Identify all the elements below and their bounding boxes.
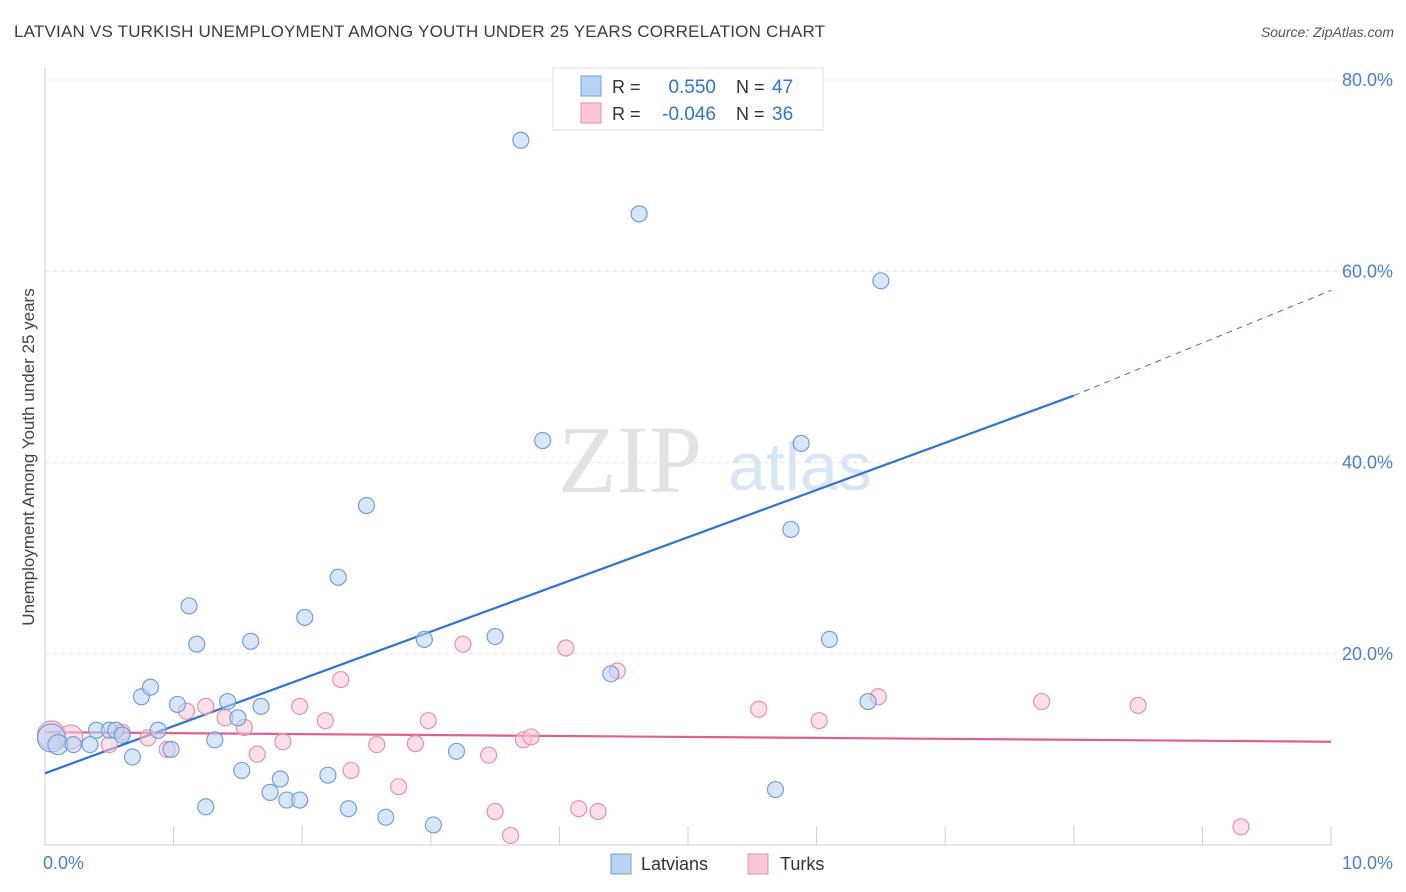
latvians-point bbox=[242, 632, 260, 650]
legend-turks-swatch bbox=[747, 853, 769, 875]
latvians-point bbox=[229, 709, 247, 727]
legend-turks-label: Turks bbox=[780, 854, 824, 874]
latvians-point bbox=[534, 431, 552, 450]
latvians-point bbox=[486, 627, 504, 646]
stats-legend: R = 0.550 N = 47 R = -0.046 N = 36 bbox=[552, 67, 824, 131]
y-tick-label: 40.0% bbox=[1342, 453, 1393, 473]
latvians-point bbox=[602, 665, 620, 683]
latvians-point bbox=[447, 742, 466, 760]
latvians-point bbox=[149, 721, 167, 739]
y-tick-label: 60.0% bbox=[1342, 261, 1393, 281]
latvians-point bbox=[377, 808, 395, 826]
series-legend: Latvians Turks bbox=[610, 853, 824, 875]
turks-trend-line bbox=[44, 731, 1332, 743]
x-tick-label: 0.0% bbox=[43, 853, 84, 873]
latvians-point bbox=[261, 783, 279, 802]
latvians-point bbox=[415, 630, 433, 649]
turks-point bbox=[342, 761, 360, 780]
latvians-point bbox=[329, 568, 347, 586]
latvians-r-label: R = bbox=[612, 77, 641, 97]
latvians-point bbox=[168, 695, 187, 714]
turks-r-value: -0.046 bbox=[662, 104, 716, 125]
tick-labels: 20.0% 40.0% 60.0% 80.0% 0.0% 10.0% bbox=[43, 70, 1393, 873]
y-tick-label: 80.0% bbox=[1342, 70, 1393, 90]
turks-point bbox=[291, 697, 309, 715]
latvians-point bbox=[252, 697, 270, 715]
turks-point bbox=[419, 712, 437, 730]
latvians-point bbox=[291, 791, 309, 809]
gridlines bbox=[45, 79, 1392, 655]
turks-point bbox=[390, 778, 408, 796]
chart-title: LATVIAN VS TURKISH UNEMPLOYMENT AMONG YO… bbox=[14, 22, 826, 41]
latvians-swatch bbox=[580, 75, 602, 97]
turks-point bbox=[406, 735, 424, 753]
latvians-point bbox=[81, 735, 99, 754]
latvians-n-label: N = bbox=[736, 77, 765, 97]
turks-point bbox=[522, 728, 540, 746]
latvians-point bbox=[339, 800, 358, 818]
latvians-point bbox=[219, 692, 237, 711]
latvians-point bbox=[872, 272, 890, 290]
turks-point bbox=[1129, 696, 1147, 714]
latvians-n-value: 47 bbox=[772, 77, 793, 98]
turks-point bbox=[480, 746, 498, 764]
latvians-point bbox=[820, 630, 839, 649]
turks-point bbox=[1232, 818, 1250, 836]
latvians-point bbox=[319, 766, 337, 784]
turks-point bbox=[274, 733, 292, 751]
turks-r-label: R = bbox=[612, 104, 641, 124]
turks-n-value: 36 bbox=[772, 104, 793, 125]
latvians-point bbox=[141, 678, 160, 696]
latvians-point bbox=[296, 608, 314, 627]
y-axis-label: Unemployment Among Youth under 25 years bbox=[19, 288, 38, 625]
latvians-point bbox=[357, 496, 376, 515]
turks-point bbox=[589, 802, 607, 821]
data-points bbox=[36, 131, 1250, 845]
latvians-point bbox=[64, 735, 82, 754]
turks-point bbox=[557, 639, 575, 657]
turks-point bbox=[750, 700, 768, 718]
trend-lines bbox=[44, 289, 1332, 775]
watermark-zip: ZIP bbox=[558, 406, 702, 513]
latvians-point bbox=[180, 597, 198, 615]
turks-point bbox=[501, 826, 520, 845]
latvians-point bbox=[123, 748, 142, 766]
y-tick-label: 20.0% bbox=[1342, 644, 1393, 664]
latvians-point bbox=[113, 726, 131, 744]
turks-point bbox=[570, 800, 588, 818]
latvians-point bbox=[197, 798, 215, 816]
x-tick-label: 10.0% bbox=[1342, 853, 1393, 873]
axes bbox=[44, 68, 1332, 846]
latvians-point bbox=[766, 780, 785, 799]
turks-point bbox=[486, 802, 504, 821]
latvians-point bbox=[162, 740, 180, 758]
source-credit: Source: ZipAtlas.com bbox=[1260, 24, 1394, 40]
latvians-point bbox=[782, 520, 800, 539]
latvians-point bbox=[206, 731, 224, 749]
latvians-point bbox=[630, 205, 648, 223]
legend-latvians-swatch bbox=[610, 853, 632, 875]
legend-latvians-label: Latvians bbox=[641, 854, 708, 874]
latvians-r-value: 0.550 bbox=[668, 77, 716, 98]
turks-point bbox=[248, 745, 266, 763]
turks-point bbox=[316, 712, 334, 730]
latvians-point bbox=[424, 816, 442, 834]
latvians-trend-line bbox=[44, 394, 1075, 775]
turks-point bbox=[810, 712, 828, 730]
turks-point bbox=[454, 635, 472, 653]
latvians-point bbox=[188, 635, 206, 653]
latvians-point bbox=[271, 770, 289, 788]
turks-point bbox=[368, 735, 386, 754]
turks-n-label: N = bbox=[736, 104, 765, 124]
latvians-point bbox=[859, 692, 877, 711]
turks-point bbox=[197, 697, 215, 715]
turks-swatch bbox=[580, 102, 602, 124]
latvians-point bbox=[512, 131, 530, 149]
latvians-point bbox=[792, 434, 810, 452]
latvians-trend-extension bbox=[1073, 289, 1332, 397]
turks-point bbox=[1033, 692, 1051, 711]
turks-point bbox=[332, 670, 350, 689]
latvians-point bbox=[233, 761, 251, 780]
